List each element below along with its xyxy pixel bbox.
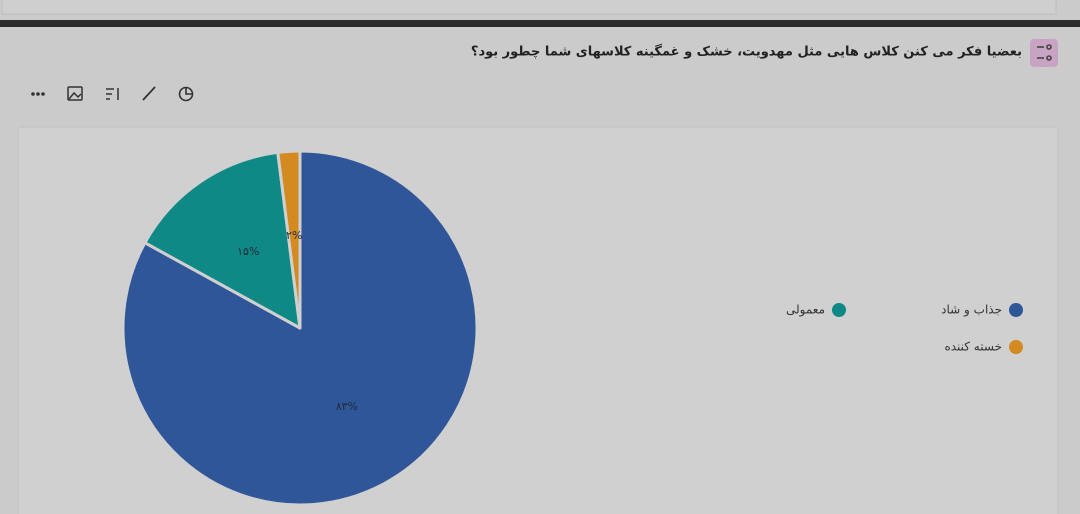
toolbar[interactable] [31,86,194,102]
more-button[interactable] [31,92,45,96]
question-title: بعضیا فکر می کنن کلاس هایی مثل مهدویت، خ… [471,44,1022,60]
legend-marker [832,303,846,317]
legend-marker [1009,303,1023,317]
slice-label: ۱۵% [237,245,259,258]
legend-label: معمولی [786,303,825,318]
legend-label: خسته کننده [944,340,1002,354]
legend-marker [1009,340,1023,354]
separator [0,20,1080,27]
pie-slice [276,149,302,330]
pie-slice [143,150,302,330]
pie-slice [121,149,479,507]
slice-label: ۸۳% [336,400,358,413]
sort-button[interactable] [106,88,119,100]
legend-label: جذاب و شاد [941,303,1002,318]
slice-label: ۲% [286,229,302,242]
previous-card [1,0,1057,15]
image-button[interactable] [67,86,83,101]
chart-button[interactable] [178,86,194,102]
question-icon [1030,39,1058,67]
style-button[interactable] [142,86,156,101]
pie-chart: ۸۳% ۱۵% ۲% جذاب و شاد معمولی خسته کننده [121,149,1023,507]
question-icon-glyph [1037,44,1052,61]
